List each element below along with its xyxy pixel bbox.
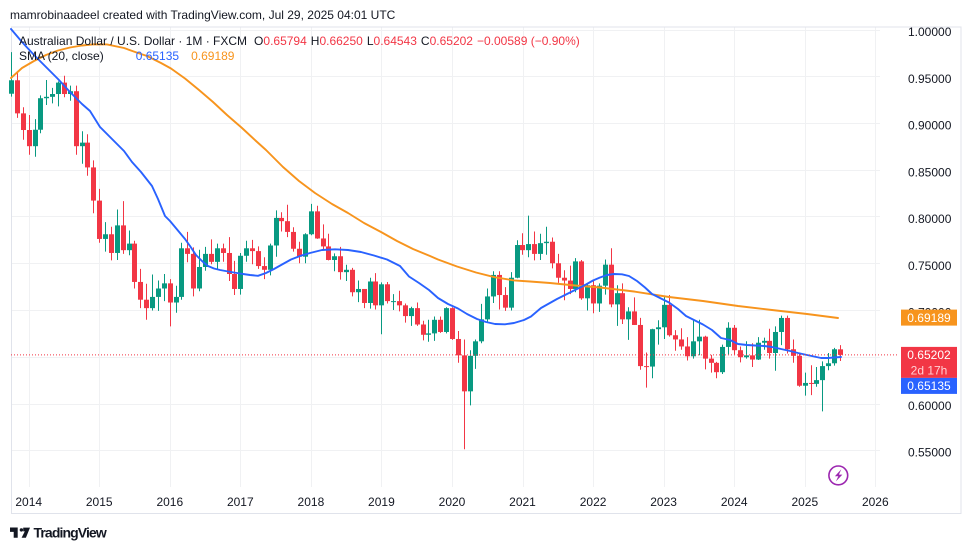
svg-text:2024: 2024 (721, 495, 748, 509)
svg-text:2018: 2018 (298, 495, 325, 509)
svg-text:2025: 2025 (791, 495, 818, 509)
svg-text:0.69189: 0.69189 (907, 311, 951, 325)
svg-text:2020: 2020 (439, 495, 466, 509)
svg-text:0.60000: 0.60000 (908, 399, 952, 413)
svg-text:2026: 2026 (862, 495, 889, 509)
svg-text:2021: 2021 (509, 495, 536, 509)
svg-text:2022: 2022 (580, 495, 607, 509)
svg-text:2015: 2015 (86, 495, 113, 509)
svg-text:0.80000: 0.80000 (908, 212, 952, 226)
svg-text:Australian Dollar / U.S. Dolla: Australian Dollar / U.S. Dollar · 1M · F… (19, 34, 580, 48)
svg-text:0.95000: 0.95000 (908, 72, 952, 86)
svg-text:2016: 2016 (156, 495, 183, 509)
svg-text:0.65202: 0.65202 (907, 348, 951, 362)
svg-text:0.85000: 0.85000 (908, 165, 952, 179)
svg-text:2017: 2017 (227, 495, 254, 509)
svg-text:0.55000: 0.55000 (908, 446, 952, 460)
svg-text:2019: 2019 (368, 495, 395, 509)
svg-text:2023: 2023 (650, 495, 677, 509)
svg-text:1.00000: 1.00000 (908, 25, 952, 39)
svg-text:0.75000: 0.75000 (908, 259, 952, 273)
svg-text:0.65135: 0.65135 (907, 379, 951, 393)
svg-text:2014: 2014 (15, 495, 42, 509)
svg-text:2d 17h: 2d 17h (911, 364, 948, 378)
svg-text:TradingView: TradingView (34, 525, 107, 541)
svg-text:0.90000: 0.90000 (908, 119, 952, 133)
svg-text:mamrobinaadeel created with Tr: mamrobinaadeel created with TradingView.… (10, 8, 396, 22)
